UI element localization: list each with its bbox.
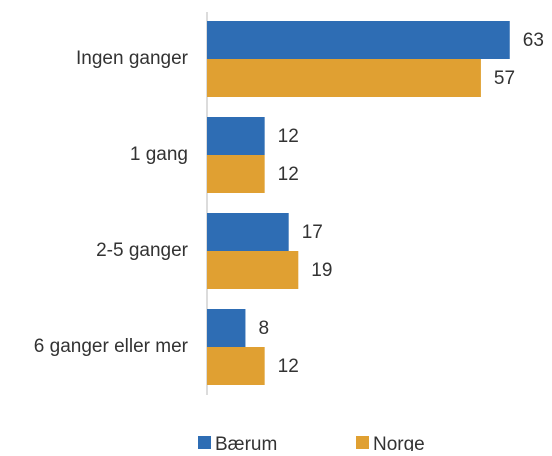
value-label: 12 [278, 164, 299, 185]
value-label: 12 [278, 126, 299, 147]
value-label: 57 [494, 68, 515, 89]
bar [207, 347, 265, 385]
value-label: 8 [258, 318, 269, 339]
category-label: Ingen ganger [76, 48, 189, 69]
bar [207, 21, 510, 59]
legend-label: Norge [373, 434, 425, 451]
legend-label: Bærum [215, 434, 277, 451]
value-label: 12 [278, 356, 299, 377]
bar [207, 213, 289, 251]
category-label: 6 ganger eller mer [34, 336, 189, 357]
bar [207, 309, 246, 347]
category-label: 2-5 ganger [96, 240, 189, 261]
value-label: 63 [523, 30, 544, 51]
bar [207, 59, 481, 97]
category-label: 1 gang [130, 144, 188, 165]
value-label: 17 [302, 222, 323, 243]
value-label: 19 [311, 260, 332, 281]
bar [207, 155, 265, 193]
bar [207, 117, 265, 155]
bar [207, 251, 299, 289]
legend-swatch [198, 436, 211, 449]
legend-swatch [356, 436, 369, 449]
